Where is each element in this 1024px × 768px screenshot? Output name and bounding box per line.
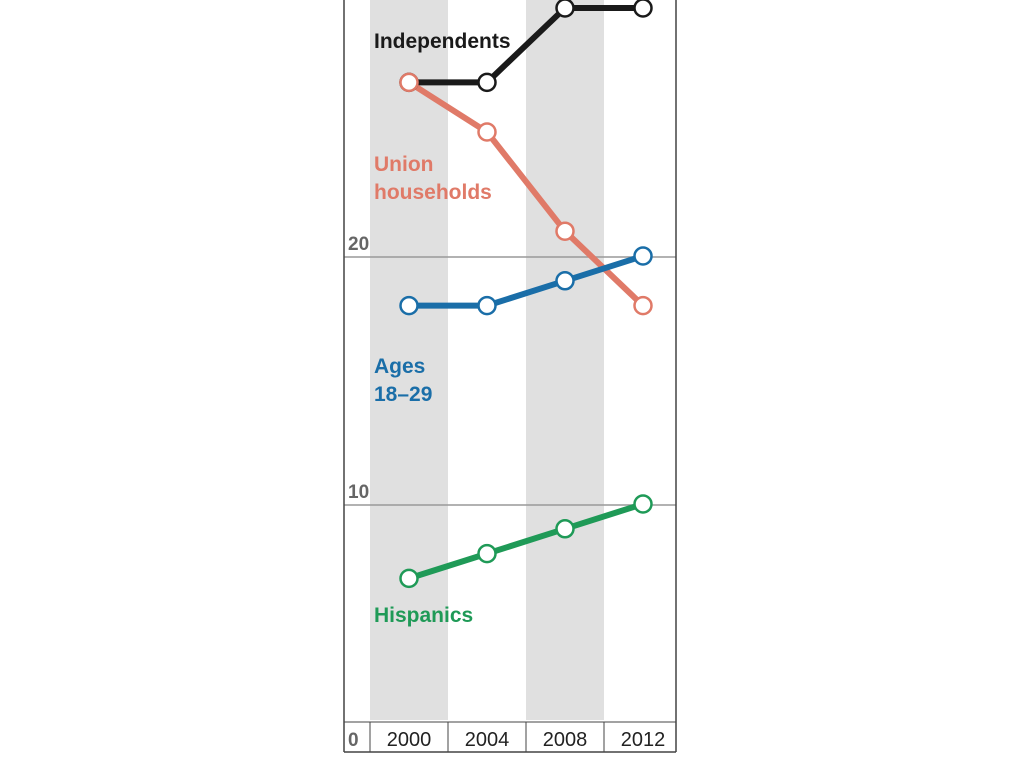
axes	[343, 0, 677, 753]
data-point	[633, 494, 653, 514]
series-lines	[406, 5, 646, 582]
year-bands	[370, 0, 604, 720]
data-point	[555, 0, 575, 18]
series-label-line: Hispanics	[374, 604, 473, 627]
band-2008	[526, 0, 604, 720]
series-line	[406, 5, 646, 86]
y-tick-label: 0	[348, 730, 359, 751]
data-point	[399, 568, 419, 589]
data-point	[477, 295, 497, 316]
data-point	[633, 0, 653, 18]
series-label-line: Ages	[374, 355, 425, 378]
data-point	[633, 295, 653, 316]
gridlines	[344, 256, 676, 506]
x-tick-label: 2012	[621, 729, 666, 751]
band-2000	[370, 0, 448, 720]
series-label: Hispanics	[374, 604, 473, 627]
y-tick-label: 20	[348, 234, 369, 255]
series-label: Ages 18–29	[374, 355, 432, 406]
y-tick-label: 10	[348, 482, 369, 503]
data-point	[555, 221, 575, 241]
series-line	[406, 253, 646, 309]
series-label-line: households	[374, 181, 492, 204]
series-label-line: Independents	[374, 30, 511, 53]
series-line	[406, 501, 646, 582]
data-point	[477, 122, 497, 142]
series-label-line: 18–29	[374, 383, 432, 406]
x-tick-labels: 2000 2004 2008 2012	[387, 729, 666, 751]
x-tick-label: 2004	[465, 729, 510, 751]
x-tick-label: 2000	[387, 729, 432, 751]
series-points	[399, 0, 653, 589]
data-point	[555, 271, 575, 291]
data-point	[399, 295, 419, 316]
series-label: Independents	[374, 30, 511, 53]
series-label-line: Union	[374, 153, 433, 176]
data-point	[555, 519, 575, 539]
series-labels: Independents Union households Ages 18–29 Hisp…	[374, 30, 511, 627]
series-label: Union households	[374, 153, 492, 204]
x-tick-label: 2008	[543, 729, 588, 751]
data-point	[477, 543, 497, 564]
y-tick-labels: 0 10 20	[348, 234, 369, 751]
data-point	[477, 72, 497, 93]
data-point	[399, 72, 419, 93]
data-point	[633, 246, 653, 266]
